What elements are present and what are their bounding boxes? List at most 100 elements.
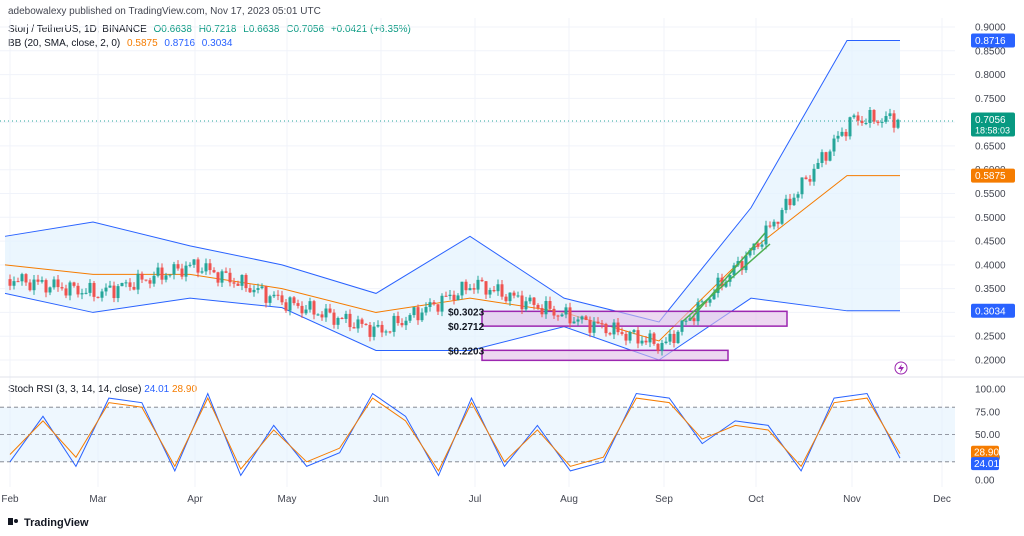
candle-body (500, 284, 504, 297)
candle-body (144, 279, 148, 281)
stoch-rsi-label[interactable]: Stoch RSI (3, 3, 14, 14, close) (8, 384, 142, 395)
candle-body (92, 282, 96, 297)
candle-body (116, 286, 120, 299)
price-annotation: $0.2203 (448, 346, 485, 357)
candle-body (624, 333, 628, 341)
open-value: O0.6638 (153, 24, 192, 35)
trend-channel (682, 232, 771, 322)
candle-body (420, 312, 424, 321)
candle-body (292, 297, 296, 304)
candle-body (896, 119, 900, 128)
candlesticks[interactable] (8, 106, 900, 356)
price-tick-label: 0.7500 (975, 94, 1006, 105)
symbol-name[interactable]: Storj / TetherUS, 1D, BINANCE (8, 24, 147, 35)
rsi-d-badge-label: 28.90 (974, 448, 999, 459)
candle-body (344, 313, 348, 319)
time-tick-label: Feb (1, 494, 19, 505)
resistance-zone (481, 310, 788, 327)
price-tick-label: 0.3500 (975, 284, 1006, 295)
candle-body (764, 225, 768, 245)
price-tick-label: 0.9000 (975, 23, 1006, 34)
candle-body (492, 289, 496, 292)
candle-body (8, 279, 12, 286)
stoch-rsi-d-value: 28.90 (172, 384, 198, 395)
candle-body (588, 319, 592, 333)
candle-body (232, 282, 236, 284)
bb-lower-value: 0.3034 (201, 38, 233, 49)
candle-body (872, 110, 876, 122)
price-axis[interactable]: 0.90000.85000.80000.75000.70000.65000.60… (971, 23, 1015, 367)
rsi-k-badge[interactable] (971, 457, 999, 471)
candle-body (856, 115, 860, 121)
trend-line-upper (689, 232, 766, 321)
candle-body (136, 273, 140, 290)
last-price-badge-label: 0.7056 (975, 115, 1006, 126)
candle-body (316, 314, 320, 316)
candle-body (384, 331, 388, 333)
candle-body (104, 287, 108, 292)
candle-body (32, 279, 36, 291)
candle-body (416, 307, 420, 321)
candle-body (732, 265, 736, 276)
candle-body (204, 263, 208, 272)
bb-basis-value: 0.5875 (127, 38, 158, 49)
candle-body (540, 308, 544, 315)
bb-upper-badge-label: 0.8716 (975, 36, 1006, 47)
change-value: +0.0421 (+6.35%) (330, 24, 411, 35)
candle-body (372, 326, 376, 337)
candle-body (636, 330, 640, 344)
candle-body (36, 279, 40, 282)
candle-body (324, 308, 328, 318)
candle-body (400, 323, 404, 326)
rsi-tick-label: 50.00 (975, 430, 1000, 441)
candle-body (336, 318, 340, 325)
candle-body (780, 210, 784, 224)
candle-body (560, 314, 564, 317)
candle-body (680, 320, 684, 332)
candle-body (404, 320, 408, 326)
candle-body (860, 120, 864, 124)
candle-body (788, 198, 792, 206)
candle-body (576, 319, 580, 322)
tradingview-logo-icon (8, 518, 18, 525)
candle-body (20, 274, 24, 282)
candle-body (880, 121, 884, 123)
trend-line-lower (682, 243, 771, 322)
candle-body (868, 110, 872, 123)
candle-body (528, 297, 532, 302)
candle-body (740, 261, 744, 271)
last-price-badge[interactable] (971, 112, 1015, 137)
candle-body (652, 333, 656, 344)
candle-body (524, 301, 528, 310)
time-axis[interactable]: Feb Mar Apr May Jun Jul Aug Sep Oct Nov Dec (1, 494, 951, 505)
candle-body (140, 273, 144, 280)
candle-body (360, 319, 364, 324)
candle-body (208, 263, 212, 271)
candle-body (328, 308, 332, 313)
candle-body (884, 116, 888, 122)
candle-body (348, 313, 352, 328)
lightning-icon-glyph (898, 364, 904, 373)
candle-body (712, 293, 716, 300)
candle-body (272, 294, 276, 297)
bb-upper-value: 0.8716 (164, 38, 196, 49)
candle-body (876, 121, 880, 123)
bb-basis-badge[interactable] (971, 168, 1015, 183)
rsi-d-badge[interactable] (971, 445, 999, 459)
time-tick-label: Nov (843, 494, 861, 505)
candle-body (132, 286, 136, 290)
candle-body (284, 302, 288, 311)
bb-label[interactable]: BB (20, SMA, close, 2, 0) (8, 38, 121, 49)
candle-body (672, 333, 676, 344)
candle-body (496, 284, 500, 292)
price-tick-label: 0.8000 (975, 70, 1006, 81)
candle-body (760, 244, 764, 247)
candle-body (96, 296, 100, 298)
bb-lower-badge[interactable] (971, 303, 1015, 318)
rsi-k-badge-label: 24.01 (974, 459, 999, 470)
bb-upper-badge[interactable] (971, 33, 1015, 48)
lightning-icon[interactable] (894, 361, 908, 375)
candle-body (536, 304, 540, 309)
